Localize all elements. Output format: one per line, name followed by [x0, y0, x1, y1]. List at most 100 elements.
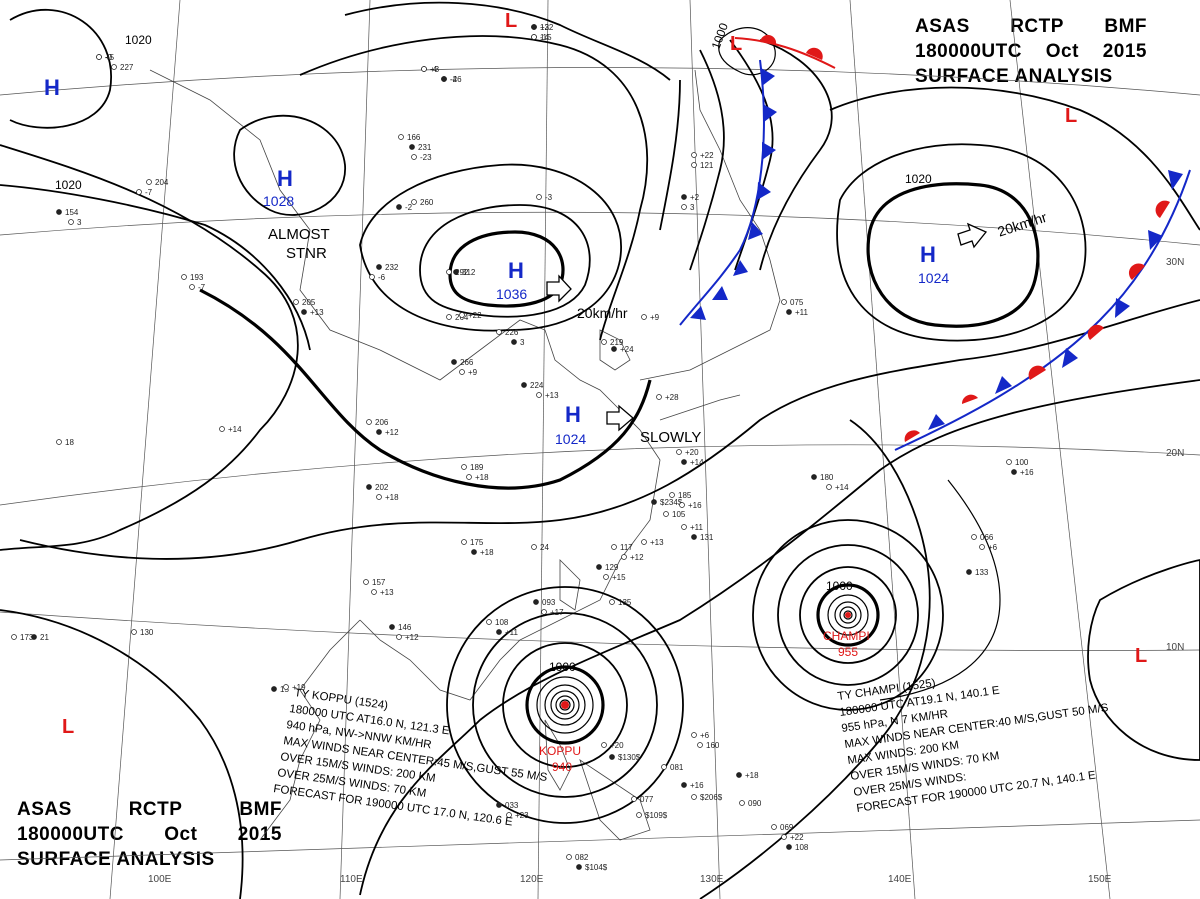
footer-code-bmf: BMF — [239, 799, 282, 820]
header-product-asas: ASAS — [915, 16, 970, 37]
station-value: 154 — [65, 208, 79, 217]
station-value: 266 — [460, 358, 474, 367]
isobar-label-1000-koppu: 1000 — [549, 660, 576, 674]
station-marker — [681, 204, 687, 210]
station-marker — [656, 394, 662, 400]
station-value: -26 — [450, 75, 462, 84]
station-plot: 205 — [293, 298, 316, 307]
motion-arrow-china-high — [546, 274, 572, 303]
graticule-labels: 100E 110E 120E 130E 140E 150E 30N 20N 10… — [148, 257, 1184, 885]
station-plot: +11 — [496, 628, 519, 637]
station-value: +13 — [650, 538, 664, 547]
station-value: -15 — [540, 33, 552, 42]
station-value: 090 — [748, 799, 762, 808]
station-value: 075 — [790, 298, 804, 307]
station-plot: 226 — [496, 328, 519, 337]
station-value: +11 — [795, 308, 809, 317]
station-value: 033 — [505, 801, 519, 810]
station-value: 175 — [470, 538, 484, 547]
lat-label-30n: 30N — [1166, 257, 1184, 268]
station-marker — [56, 209, 62, 215]
station-plot: 189 — [461, 463, 484, 472]
station-value: +2 — [690, 193, 700, 202]
high-pressure-centers: H H 1028 H 1036 H 1024 H 1024 — [44, 75, 949, 447]
station-value: 204 — [155, 178, 169, 187]
station-marker — [471, 549, 477, 555]
high-center-mongolia: H — [277, 166, 293, 191]
station-plot: +16 — [681, 781, 704, 790]
station-plot: 082 — [566, 853, 589, 862]
station-plot: 202 — [366, 483, 389, 492]
station-marker — [621, 554, 627, 560]
warm-front-north — [734, 34, 836, 69]
station-plot: 133 — [966, 568, 989, 577]
station-marker — [609, 754, 615, 760]
station-marker — [409, 144, 415, 150]
station-plot: 069 — [771, 823, 794, 832]
low-pressure-centers: L L L L L — [62, 10, 1147, 738]
station-marker — [446, 269, 452, 275]
station-marker — [283, 684, 289, 690]
station-plot: 090 — [739, 799, 762, 808]
station-plot: -7 — [136, 188, 153, 197]
station-value: 21 — [40, 633, 49, 642]
station-plot: +5 — [96, 53, 115, 62]
station-marker — [111, 64, 117, 70]
station-marker — [376, 494, 382, 500]
isobar-label-1000-n: 1000 — [709, 21, 731, 51]
station-marker — [451, 359, 457, 365]
station-plot: $109$ — [636, 811, 668, 820]
station-marker — [651, 499, 657, 505]
station-plot: +12 — [396, 633, 419, 642]
station-marker — [531, 544, 537, 550]
station-plot: 185 — [669, 491, 692, 500]
station-plot: +20 — [601, 741, 624, 750]
station-marker — [521, 382, 527, 388]
station-plot: 24 — [531, 543, 549, 552]
station-value: +24 — [620, 345, 634, 354]
station-marker — [366, 484, 372, 490]
station-marker — [681, 459, 687, 465]
station-marker — [691, 794, 697, 800]
station-value: 157 — [372, 578, 386, 587]
station-plot: 077 — [631, 795, 654, 804]
station-value: $109$ — [645, 811, 668, 820]
station-marker — [398, 134, 404, 140]
header-time: 180000UTC — [915, 41, 1022, 62]
station-marker — [536, 392, 542, 398]
station-plot: -7 — [189, 283, 206, 292]
station-plot: 100 — [1006, 458, 1029, 467]
station-plot: 292 — [446, 268, 469, 277]
champi-center-marker — [845, 612, 851, 618]
station-plot: 146 — [389, 623, 412, 632]
lon-label-150e: 150E — [1088, 874, 1112, 885]
station-marker — [781, 834, 787, 840]
typhoon-labels: KOPPU 940 CHAMPI 955 — [539, 629, 870, 774]
station-value: -7 — [145, 188, 153, 197]
station-marker — [811, 474, 817, 480]
station-value: 202 — [375, 483, 389, 492]
typhoon-koppu-isobars — [446, 586, 684, 824]
station-marker — [636, 812, 642, 818]
station-value: 3 — [77, 218, 82, 227]
station-plot: +13 — [536, 391, 559, 400]
station-marker — [461, 539, 467, 545]
station-value: 206 — [375, 418, 389, 427]
lon-label-100e: 100E — [148, 874, 172, 885]
station-marker — [376, 429, 382, 435]
station-plot: 135 — [609, 598, 632, 607]
station-value: 093 — [542, 598, 556, 607]
header-code-bmf: BMF — [1104, 16, 1147, 37]
station-plot: 108 — [786, 843, 809, 852]
station-marker — [979, 544, 985, 550]
champi-bulletin: TY CHAMPI (1525) 180000 UTC AT19.1 N, 14… — [837, 677, 1110, 815]
station-plot: 21 — [31, 633, 49, 642]
station-value: -4 — [430, 65, 438, 74]
footer-time: 180000UTC — [17, 824, 124, 845]
isobar-labels: 1020 1020 1020 1000 1000 1000 — [55, 21, 932, 674]
station-value: 133 — [975, 568, 989, 577]
station-value: +9 — [650, 313, 660, 322]
station-plot: 193 — [181, 273, 204, 282]
station-marker — [601, 339, 607, 345]
station-marker — [536, 194, 542, 200]
